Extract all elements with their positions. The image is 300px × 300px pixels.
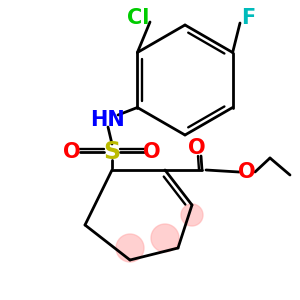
Circle shape <box>116 234 144 262</box>
Text: Cl: Cl <box>127 8 149 28</box>
Text: F: F <box>241 8 255 28</box>
Circle shape <box>181 204 203 226</box>
Text: HN: HN <box>91 110 125 130</box>
Text: O: O <box>63 142 81 162</box>
Text: O: O <box>143 142 161 162</box>
Text: O: O <box>188 138 206 158</box>
Circle shape <box>151 224 179 252</box>
Text: S: S <box>103 140 121 164</box>
Text: O: O <box>238 162 256 182</box>
